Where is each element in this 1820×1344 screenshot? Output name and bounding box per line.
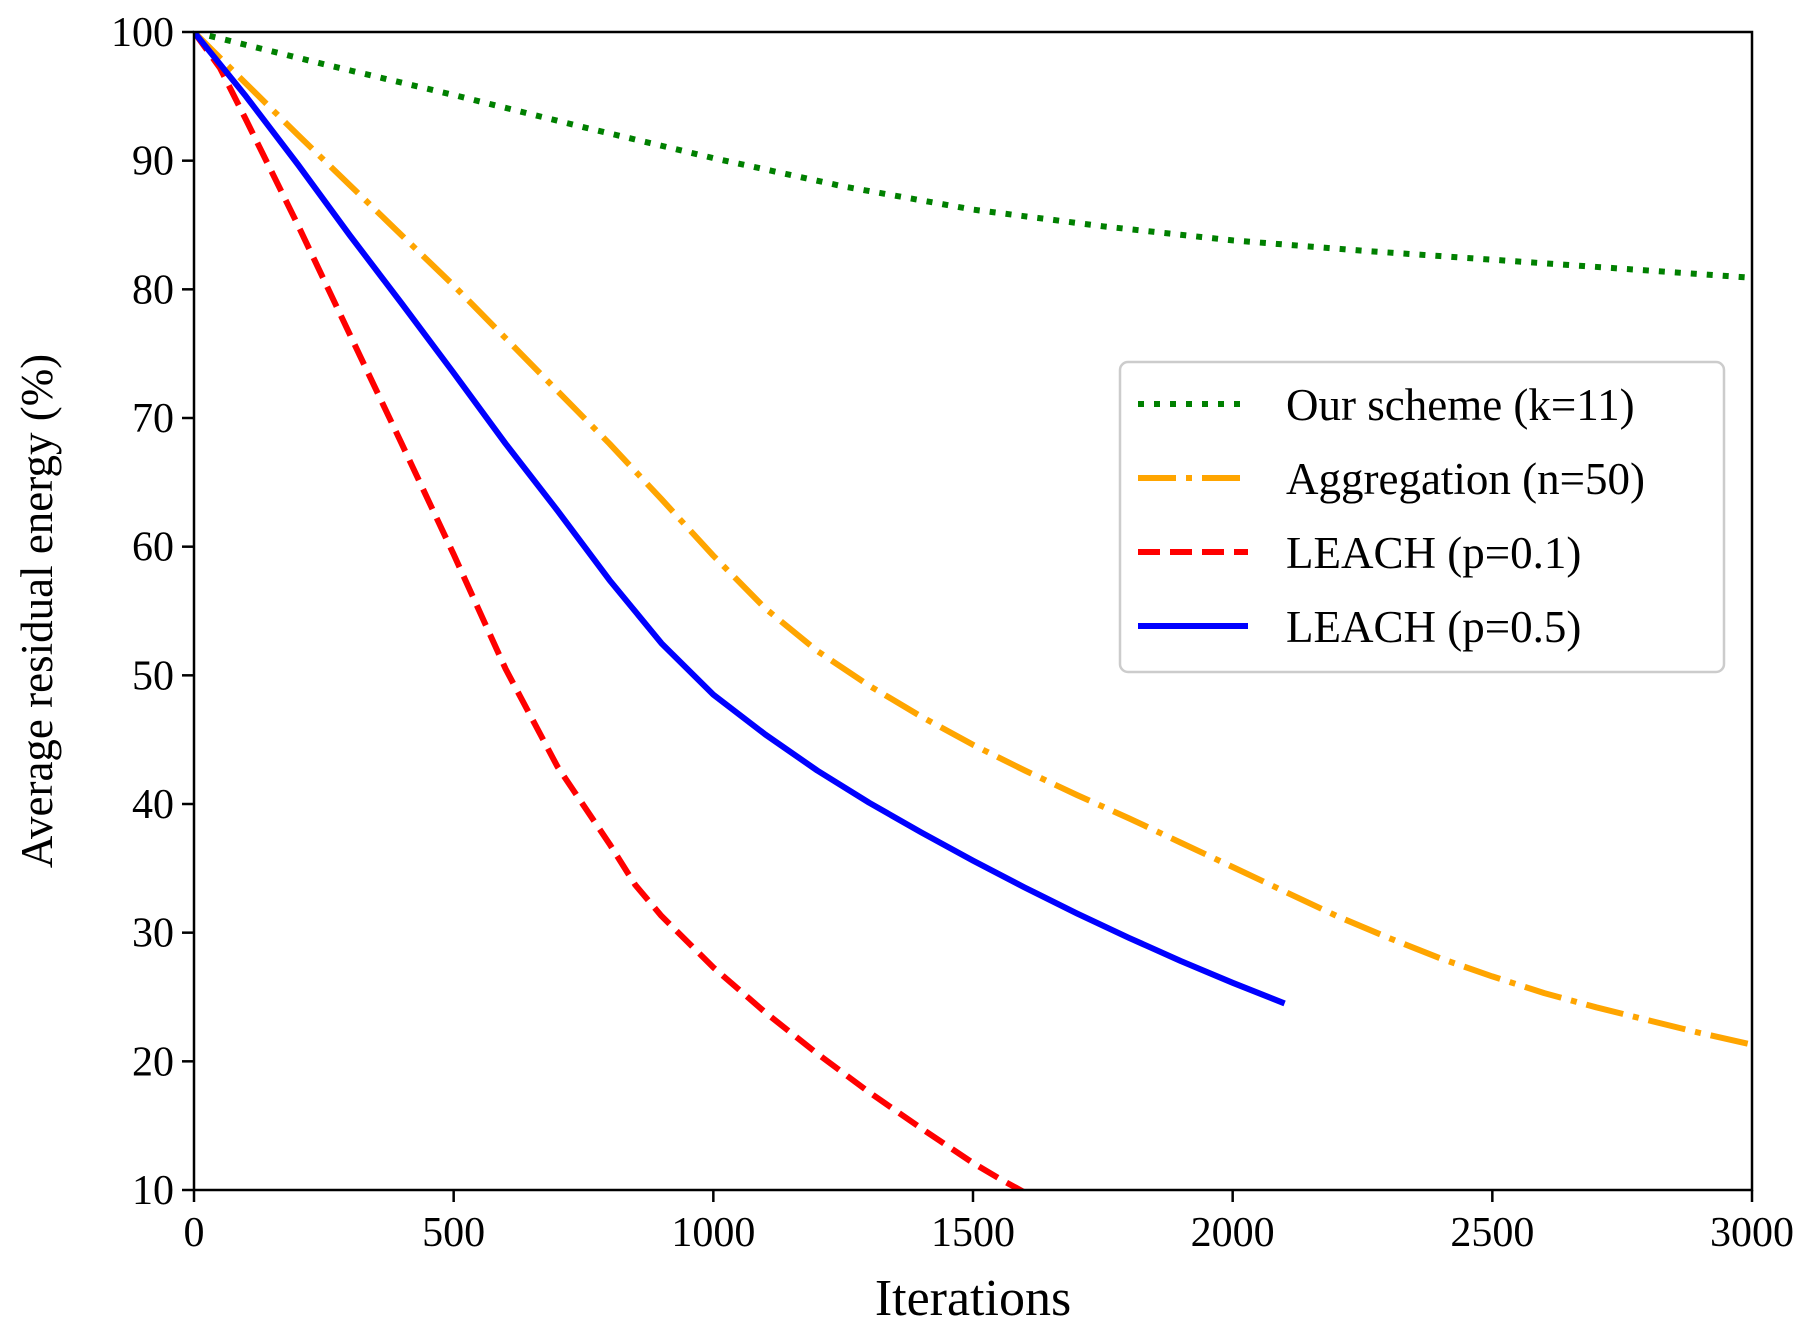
x-tick-label: 2500: [1450, 1210, 1534, 1256]
x-tick-label: 0: [184, 1210, 205, 1256]
y-tick-label: 40: [132, 782, 174, 828]
y-tick-label: 20: [132, 1039, 174, 1085]
y-tick-label: 100: [111, 10, 174, 56]
x-tick-label: 500: [422, 1210, 485, 1256]
legend-label-leach-0-1: LEACH (p=0.1): [1286, 528, 1581, 578]
y-tick-label: 90: [132, 139, 174, 185]
y-tick-label: 30: [132, 911, 174, 957]
series-line-0: [194, 32, 1752, 281]
series-line-2: [194, 32, 1027, 1190]
legend-label-leach-0-5: LEACH (p=0.5): [1286, 602, 1581, 652]
series-line-3: [194, 32, 1286, 1007]
y-axis-label: Average residual energy (%): [12, 354, 62, 868]
x-tick-label: 1500: [931, 1210, 1015, 1256]
legend-label-our-scheme: Our scheme (k=11): [1286, 380, 1635, 430]
y-tick-label: 70: [132, 396, 174, 442]
series-line-1: [194, 32, 1752, 1048]
x-axis-label: Iterations: [875, 1270, 1071, 1327]
y-axis-ticks: 10 20 30 40 50 60 70 80 90 100: [111, 10, 194, 1214]
y-tick-label: 10: [132, 1168, 174, 1214]
y-tick-label: 60: [132, 525, 174, 571]
legend-label-aggregation: Aggregation (n=50): [1286, 454, 1645, 504]
x-tick-label: 3000: [1710, 1210, 1794, 1256]
x-tick-label: 2000: [1191, 1210, 1275, 1256]
x-axis-ticks: 0 500 1000 1500 2000 2500 3000: [184, 1190, 1794, 1256]
legend-box: [1118, 360, 1726, 674]
y-tick-label: 50: [132, 653, 174, 699]
y-tick-label: 80: [132, 267, 174, 313]
legend: Our scheme (k=11) Aggregation (n=50) LEA…: [1118, 360, 1726, 674]
x-tick-label: 1000: [671, 1210, 755, 1256]
series-layer: [194, 32, 1752, 1190]
